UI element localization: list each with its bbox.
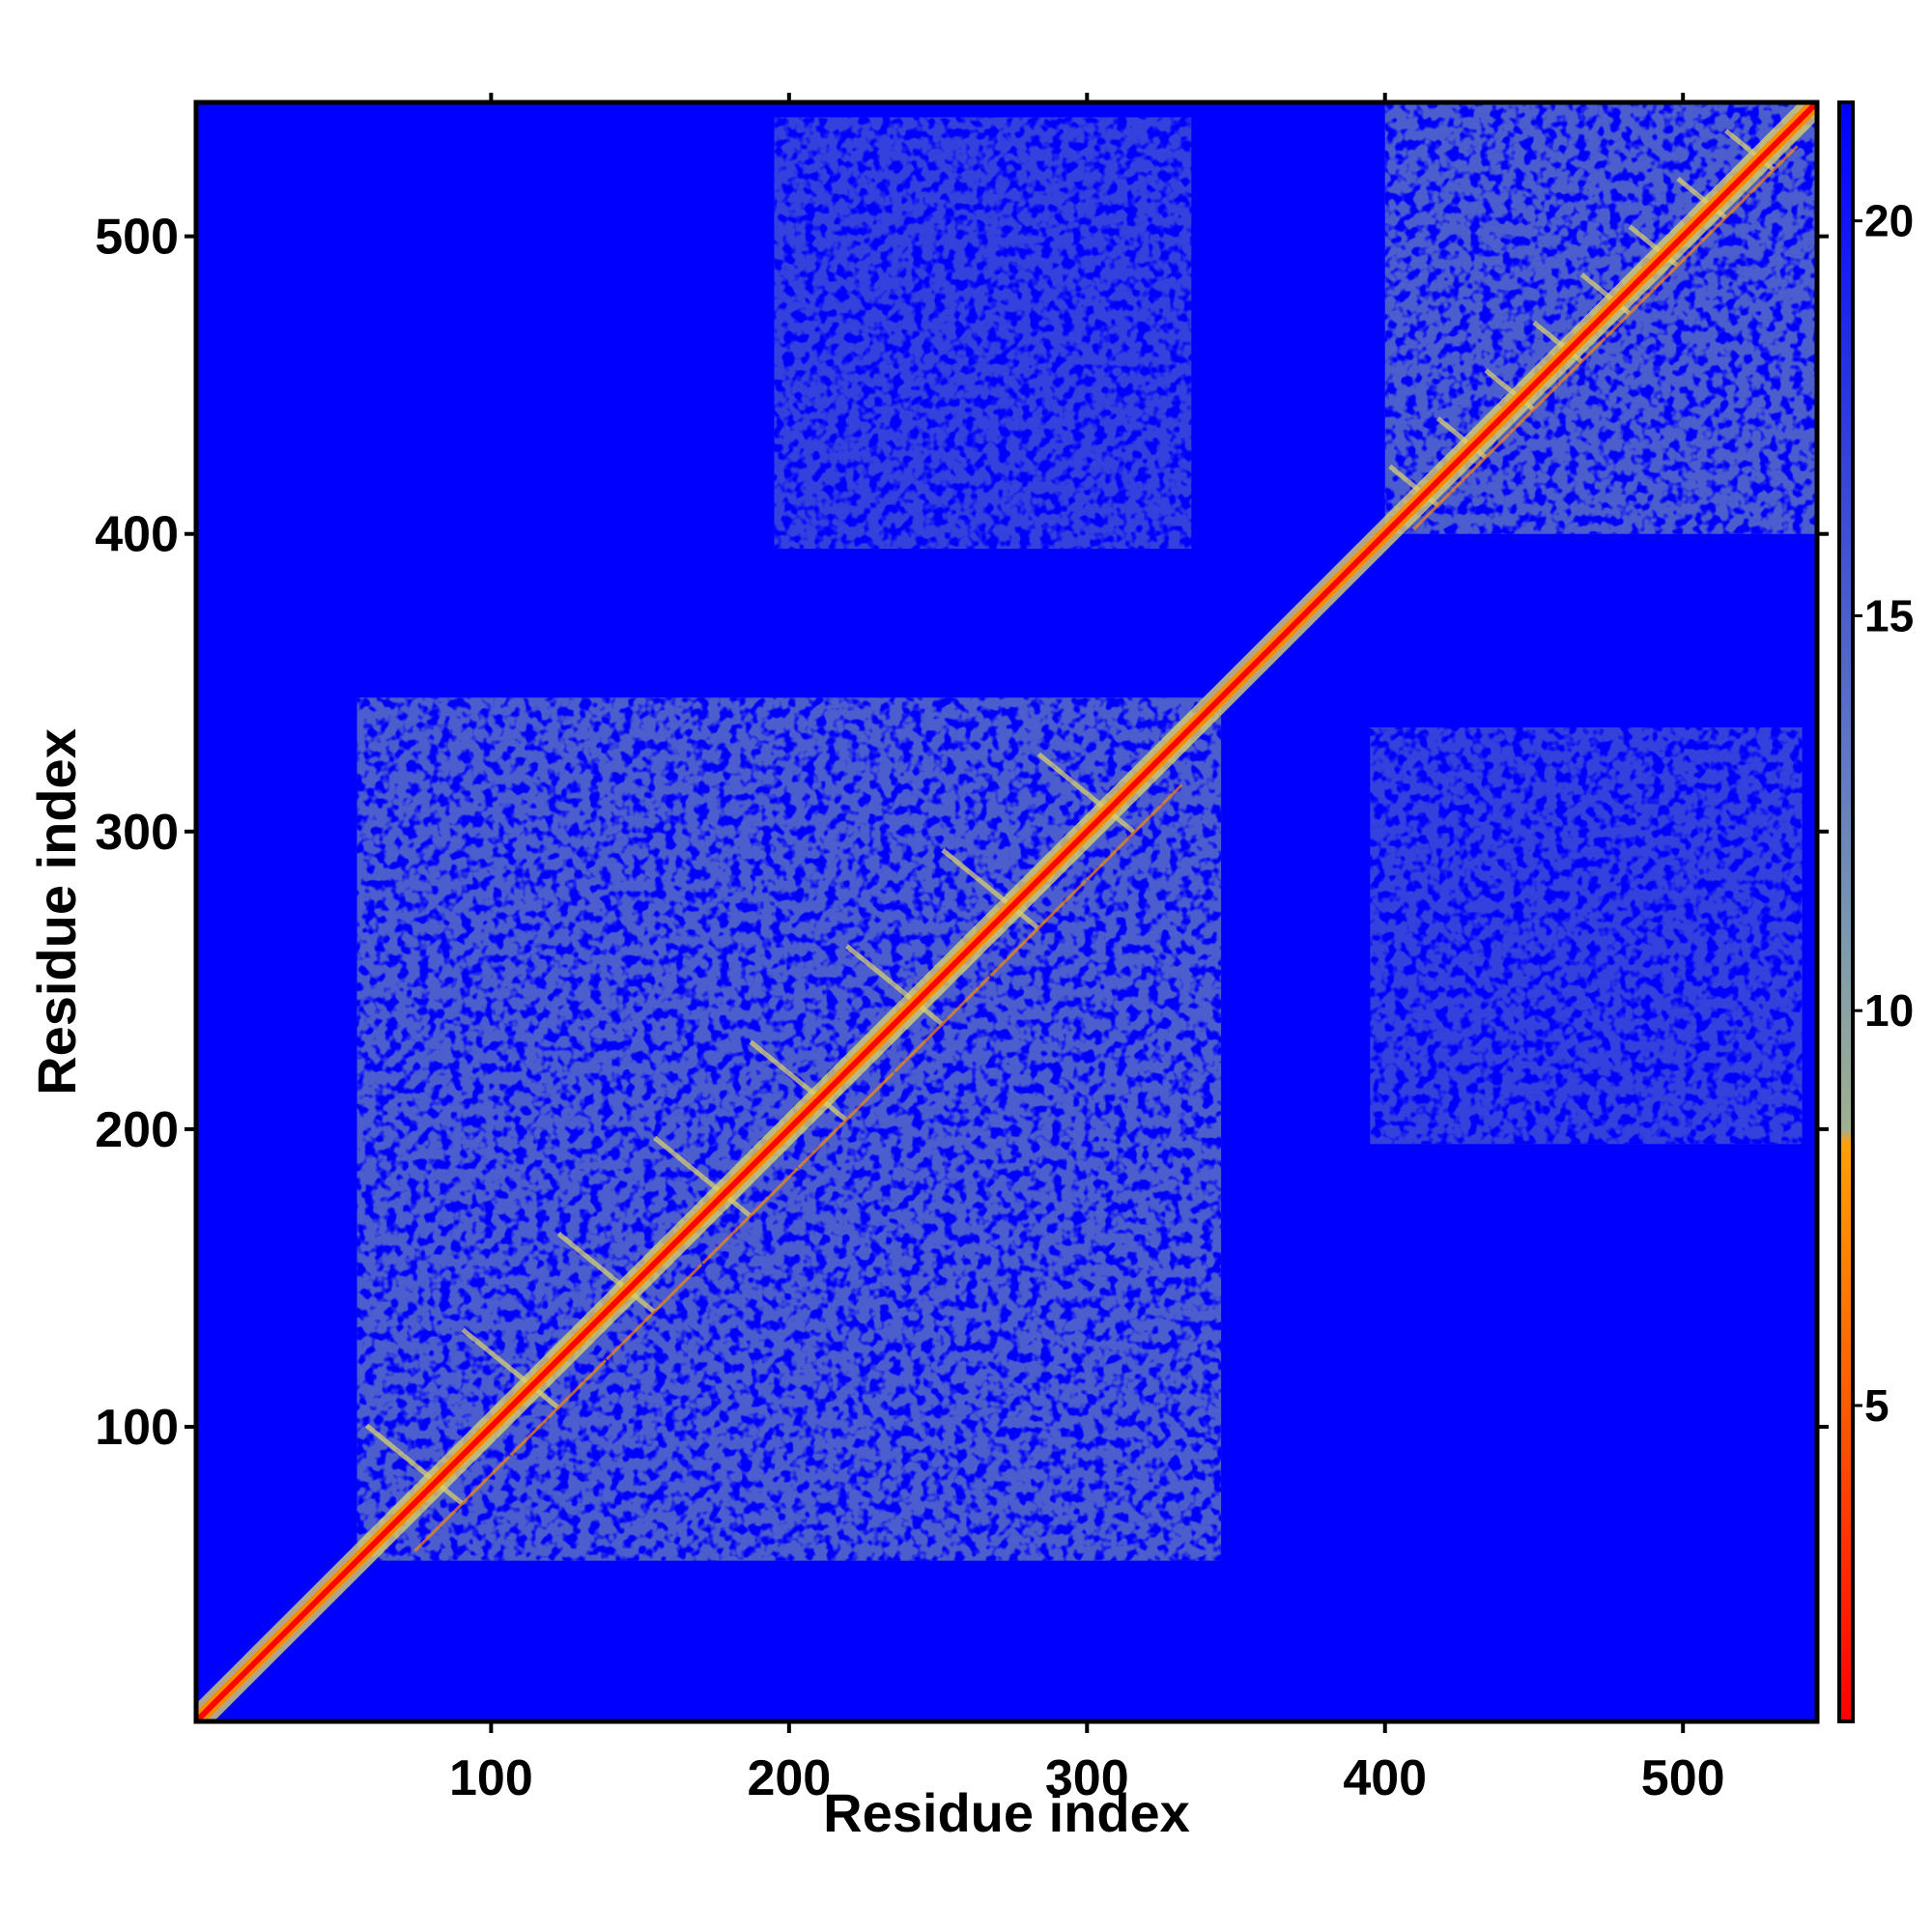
colorbar-tick-label: 15 bbox=[1864, 590, 1914, 640]
contact-streak bbox=[1037, 752, 1136, 835]
contact-streak bbox=[1412, 480, 1463, 530]
contact-streak bbox=[364, 1423, 464, 1506]
contact-streak bbox=[749, 1039, 848, 1122]
contact-streak bbox=[1652, 241, 1703, 291]
x-tick-label: 400 bbox=[1343, 1750, 1427, 1806]
contact-streak bbox=[797, 1071, 895, 1169]
x-tick-label: 200 bbox=[747, 1750, 831, 1806]
colorbar-tick-label: 20 bbox=[1864, 196, 1914, 246]
y-tick-label: 400 bbox=[95, 507, 179, 563]
contact-streak bbox=[989, 879, 1088, 978]
x-tick-label: 300 bbox=[1045, 1750, 1129, 1806]
heatmap-block-4 bbox=[774, 117, 1192, 550]
heatmap-cells bbox=[196, 102, 1817, 1721]
contact-streak bbox=[556, 1232, 656, 1314]
heatmap-block-3 bbox=[1370, 726, 1803, 1145]
x-tick-label: 100 bbox=[449, 1750, 533, 1806]
colorbar: 5 10 15 20 bbox=[1817, 100, 1914, 1723]
contact-streak bbox=[605, 1263, 703, 1361]
contact-streak bbox=[844, 944, 944, 1026]
contact-streak bbox=[1700, 192, 1750, 243]
diagonal-core bbox=[196, 102, 1817, 1721]
plot-frame bbox=[193, 99, 1820, 1724]
contact-streak bbox=[1085, 783, 1183, 881]
contact-streak bbox=[461, 1327, 559, 1409]
contact-streak bbox=[413, 1455, 511, 1552]
colorbar-frame bbox=[1837, 100, 1855, 1723]
y-axis: 100 200 300 400 500 bbox=[95, 210, 196, 1456]
colorbar-tick-label: 10 bbox=[1864, 985, 1914, 1036]
x-axis: 100 200 300 400 500 bbox=[449, 93, 1725, 1806]
y-tick-label: 200 bbox=[95, 1102, 179, 1158]
colorbar-gradient bbox=[1839, 102, 1853, 1721]
colorbar-ticks: 5 10 15 20 bbox=[1817, 196, 1914, 1431]
y-tick-label: 300 bbox=[95, 805, 179, 861]
y-tick-label: 100 bbox=[95, 1400, 179, 1456]
y-tick-label: 500 bbox=[95, 210, 179, 266]
contact-streak bbox=[1748, 145, 1799, 195]
contact-streak bbox=[701, 1167, 799, 1264]
contact-streak bbox=[941, 848, 1039, 930]
contact-streak bbox=[1508, 384, 1559, 435]
contact-streak bbox=[1556, 336, 1606, 386]
contact-streak bbox=[1461, 432, 1511, 483]
contact-streak bbox=[894, 975, 991, 1073]
heatmap-plot-area bbox=[193, 99, 1820, 1724]
y-axis-title: Residue index bbox=[26, 728, 87, 1095]
x-axis-title: Residue index bbox=[823, 1782, 1190, 1843]
x-tick-label: 500 bbox=[1641, 1750, 1725, 1806]
block-gaps bbox=[774, 117, 1192, 550]
block-gaps bbox=[1370, 726, 1803, 1145]
contact-streak bbox=[653, 1135, 752, 1218]
contact-streak bbox=[509, 1359, 608, 1457]
colorbar-tick-label: 5 bbox=[1864, 1380, 1889, 1431]
contact-streak bbox=[1605, 289, 1655, 339]
